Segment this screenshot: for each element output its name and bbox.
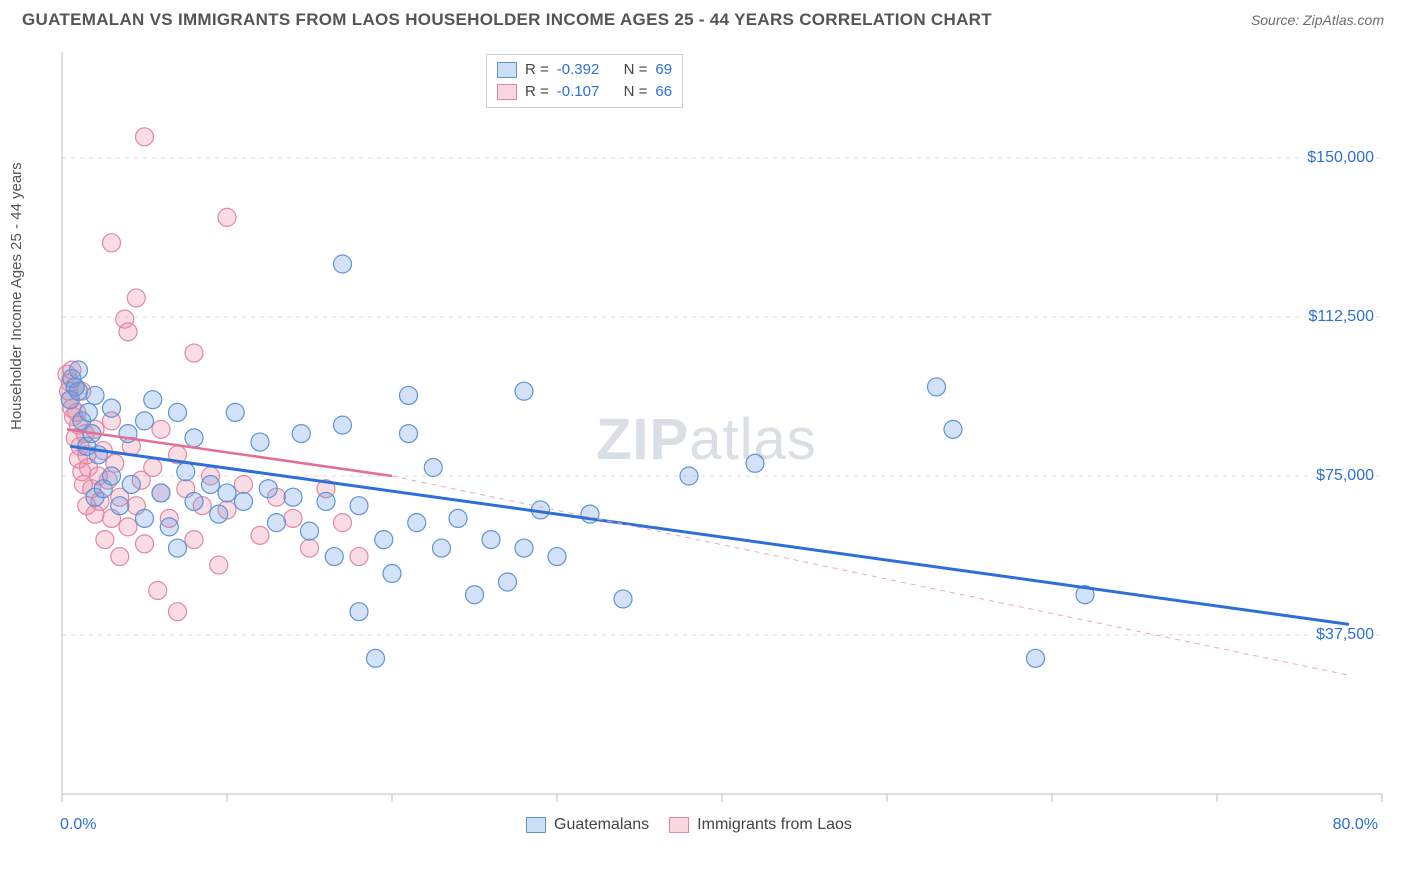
n-label: N = <box>624 81 648 103</box>
r-label: R = <box>525 81 549 103</box>
scatter-plot-svg <box>56 46 1386 836</box>
r-value: -0.107 <box>557 81 600 103</box>
x-axis-max-label: 80.0% <box>1333 816 1378 834</box>
r-label: R = <box>525 59 549 81</box>
y-axis-label: Householder Income Ages 25 - 44 years <box>8 162 25 430</box>
series-legend: Guatemalans Immigrants from Laos <box>526 816 852 834</box>
y-tick-label: $37,500 <box>1314 626 1376 644</box>
x-axis-min-label: 0.0% <box>60 816 96 834</box>
swatch-laos <box>497 84 517 100</box>
y-tick-label: $112,500 <box>1306 308 1376 326</box>
source-value: ZipAtlas.com <box>1303 12 1384 28</box>
n-label: N = <box>624 59 648 81</box>
chart-area: ZIPatlas R = -0.392 N = 69 R = -0.107 N … <box>56 46 1386 836</box>
chart-title: GUATEMALAN VS IMMIGRANTS FROM LAOS HOUSE… <box>22 10 992 30</box>
source-label: Source: <box>1251 12 1299 28</box>
legend-item-laos: Immigrants from Laos <box>669 816 852 834</box>
swatch-guatemalans <box>497 62 517 78</box>
legend-row-guatemalans: R = -0.392 N = 69 <box>497 59 672 81</box>
y-tick-label: $150,000 <box>1305 149 1376 167</box>
y-tick-label: $75,000 <box>1314 467 1376 485</box>
n-value: 66 <box>655 81 672 103</box>
correlation-legend: R = -0.392 N = 69 R = -0.107 N = 66 <box>486 54 683 108</box>
legend-item-guatemalans: Guatemalans <box>526 816 649 834</box>
swatch-laos <box>669 817 689 833</box>
legend-label: Immigrants from Laos <box>697 816 852 834</box>
legend-label: Guatemalans <box>554 816 649 834</box>
source-attribution: Source: ZipAtlas.com <box>1251 12 1384 28</box>
n-value: 69 <box>655 59 672 81</box>
swatch-guatemalans <box>526 817 546 833</box>
legend-row-laos: R = -0.107 N = 66 <box>497 81 672 103</box>
r-value: -0.392 <box>557 59 600 81</box>
